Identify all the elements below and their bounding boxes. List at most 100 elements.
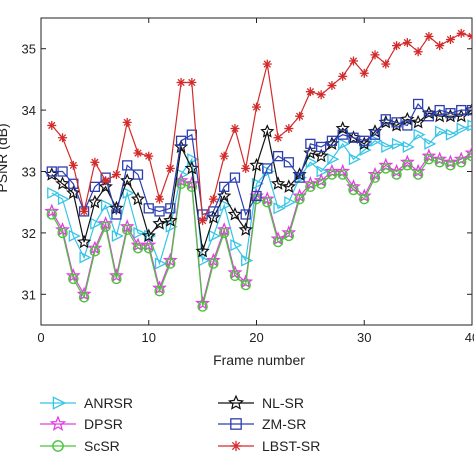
legend-marker <box>230 440 242 452</box>
data-point <box>57 166 68 177</box>
data-point <box>262 163 273 174</box>
data-point <box>316 90 326 100</box>
data-point <box>227 207 243 221</box>
data-point <box>370 50 380 60</box>
data-point <box>46 166 57 177</box>
data-point <box>402 160 413 171</box>
data-point <box>295 111 305 121</box>
data-point <box>412 98 424 110</box>
data-point <box>208 206 219 217</box>
data-point <box>445 128 458 141</box>
data-point <box>165 163 175 173</box>
data-point <box>111 229 124 243</box>
data-point <box>208 194 218 204</box>
y-axis-title: PSNR (dB) <box>0 123 10 192</box>
data-point <box>208 258 219 269</box>
data-point <box>466 150 472 162</box>
data-point <box>251 177 264 190</box>
data-point <box>424 137 437 150</box>
data-point <box>98 179 113 193</box>
data-point <box>252 102 261 112</box>
legend-label: LBST-SR <box>262 438 320 454</box>
data-point <box>229 270 241 282</box>
data-point <box>238 222 253 236</box>
data-point <box>369 172 381 183</box>
data-point <box>327 81 337 91</box>
data-point <box>144 151 154 161</box>
data-point <box>338 71 348 81</box>
legend-item: ScSR <box>40 438 120 454</box>
data-point <box>270 176 286 190</box>
data-point <box>391 137 405 150</box>
x-axis-title: Frame number <box>213 352 305 368</box>
data-point <box>445 160 456 171</box>
data-point <box>111 170 121 180</box>
data-point <box>230 124 240 134</box>
y-tick-label: 33 <box>22 165 36 180</box>
data-point <box>58 133 68 143</box>
data-point <box>348 153 361 166</box>
data-point <box>198 216 208 226</box>
data-point <box>89 246 101 257</box>
legend-item: ZM-SR <box>218 416 306 432</box>
data-point <box>79 206 89 216</box>
data-point <box>154 257 167 270</box>
x-tick-label: 0 <box>37 330 44 345</box>
data-point <box>111 273 122 285</box>
data-point <box>434 104 445 116</box>
data-point <box>435 125 448 138</box>
data-point <box>133 148 143 158</box>
data-point <box>121 224 133 236</box>
data-point <box>241 254 254 267</box>
y-tick-label: 34 <box>22 103 36 118</box>
data-point <box>467 119 472 132</box>
y-tick-label: 35 <box>22 42 36 57</box>
data-point <box>456 104 467 116</box>
data-point <box>305 181 316 193</box>
data-point <box>456 122 469 135</box>
legend-item: ANRSR <box>40 395 133 411</box>
data-point <box>337 169 348 180</box>
data-point <box>445 108 456 119</box>
legend-label: ScSR <box>84 438 120 454</box>
legend-label: DPSR <box>84 416 123 432</box>
data-point <box>79 251 92 264</box>
data-point <box>402 120 413 131</box>
data-point <box>68 273 79 285</box>
data-point <box>273 133 283 143</box>
data-point <box>241 163 251 173</box>
data-point <box>219 181 230 193</box>
data-point <box>219 151 229 161</box>
data-point <box>66 185 81 200</box>
data-point <box>413 128 426 141</box>
data-point <box>370 134 383 147</box>
data-point <box>467 31 472 41</box>
data-point <box>47 120 57 130</box>
data-point <box>101 199 114 212</box>
data-point <box>163 213 178 227</box>
legend-item: NL-SR <box>218 394 304 411</box>
legend-label: ANRSR <box>84 395 133 411</box>
data-point <box>303 145 318 160</box>
data-point <box>165 258 176 269</box>
data-point <box>78 292 90 303</box>
data-point <box>68 229 81 243</box>
data-point <box>466 104 472 116</box>
data-point <box>313 148 329 163</box>
x-tick-label: 30 <box>357 330 371 345</box>
x-tick-label: 10 <box>142 330 156 345</box>
data-point <box>111 209 122 220</box>
data-point <box>281 179 296 193</box>
data-point <box>410 114 426 129</box>
data-point <box>240 279 251 291</box>
data-point <box>316 165 329 178</box>
data-point <box>46 209 57 220</box>
data-point <box>294 172 305 183</box>
series-line <box>51 109 472 252</box>
data-point <box>100 221 111 232</box>
legend-label: ZM-SR <box>262 416 306 432</box>
data-point <box>423 154 435 165</box>
data-point <box>262 59 272 69</box>
data-point <box>230 239 243 252</box>
